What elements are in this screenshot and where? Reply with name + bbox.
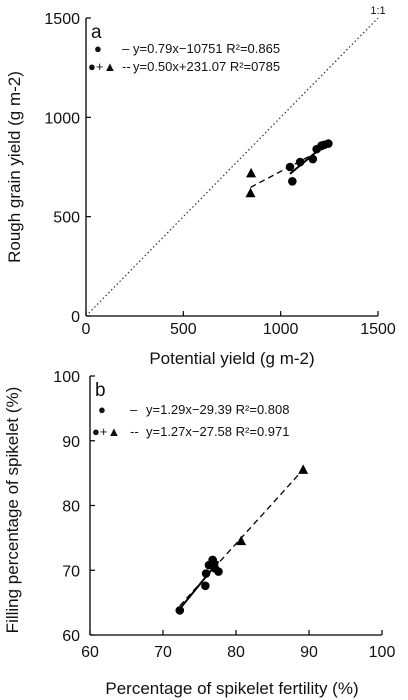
legend-equation: y=1.27x−27.58 R²=0.971	[146, 424, 289, 439]
x-tick-label: 90	[300, 644, 318, 661]
data-point-circle	[175, 606, 185, 615]
data-point-circle	[288, 177, 297, 186]
legend-marker: ●+▲	[88, 59, 116, 74]
x-tick-label: 100	[369, 644, 396, 661]
x-tick-label: 80	[227, 644, 245, 661]
panel-a-y-axis-title: Rough grain yield (g m-2)	[5, 71, 24, 263]
legend-marker: ●	[94, 41, 102, 56]
y-tick-label: 0	[71, 309, 80, 326]
y-tick-label: 70	[62, 563, 80, 580]
panel-b-x-axis-title: Percentage of spikelet fertility (%)	[105, 679, 358, 698]
legend-line-style: --	[130, 424, 139, 439]
legend-equation: y=0.50x+231.07 R²=0785	[133, 59, 280, 74]
data-point-circle	[324, 139, 333, 148]
data-point-triangle	[246, 167, 257, 178]
panel-a-one-to-one-label: 1:1	[370, 5, 385, 17]
data-point-circle	[214, 567, 223, 576]
panel-a-label: a	[91, 22, 102, 43]
data-point-triangle	[236, 535, 247, 546]
legend-marker: ●	[98, 402, 106, 417]
y-tick-label: 1500	[44, 11, 80, 28]
x-tick-label: 1500	[360, 321, 396, 338]
panel-a-x-axis-title: Potential yield (g m-2)	[149, 349, 314, 368]
x-tick-label: 60	[81, 644, 99, 661]
legend-equation: y=1.29x−29.39 R²=0.808	[146, 402, 289, 417]
data-point-circle	[308, 154, 318, 164]
panel-b-label: b	[95, 380, 106, 401]
data-point-circle	[285, 162, 295, 172]
data-point-triangle	[298, 464, 309, 474]
y-tick-label: 500	[53, 210, 80, 227]
legend-marker: ●+▲	[92, 424, 120, 439]
legend-line-style: –	[130, 402, 138, 417]
x-tick-label: 1000	[263, 321, 299, 338]
x-tick-label: 0	[82, 321, 91, 338]
y-tick-label: 1000	[44, 110, 80, 127]
y-tick-label: 80	[62, 499, 80, 516]
x-tick-label: 500	[170, 321, 197, 338]
legend-line-style: --	[122, 59, 131, 74]
data-point-circle	[201, 569, 211, 578]
panel-a-legend: ● – y=0.79x−10751 R²=0.865 ●+▲ -- y=0.50…	[88, 41, 280, 74]
data-point-circle	[201, 581, 210, 591]
y-tick-label: 60	[62, 628, 80, 645]
x-tick-label: 70	[154, 644, 172, 661]
legend-line-style: –	[122, 41, 130, 56]
y-tick-label: 100	[53, 369, 80, 386]
data-point-triangle	[245, 187, 256, 198]
panel-a: 0 500 1000 1500 0 500 1000 1500 1:1 a ● – y=0.7…	[5, 5, 396, 368]
panel-b-legend: ● – y=1.29x−29.39 R²=0.808 ●+▲ -- y=1.27…	[92, 402, 289, 439]
panel-b: 60 70 80 90 100 60 70 80 90 100 b ● – y=1.29x−29.…	[3, 369, 395, 698]
panel-b-y-axis-title: Filling percentage of spikelet (%)	[3, 387, 22, 634]
y-tick-label: 90	[62, 434, 80, 451]
legend-equation: y=0.79x−10751 R²=0.865	[133, 41, 280, 56]
panel-a-one-to-one-line	[85, 17, 379, 317]
data-point-circle	[295, 157, 305, 167]
